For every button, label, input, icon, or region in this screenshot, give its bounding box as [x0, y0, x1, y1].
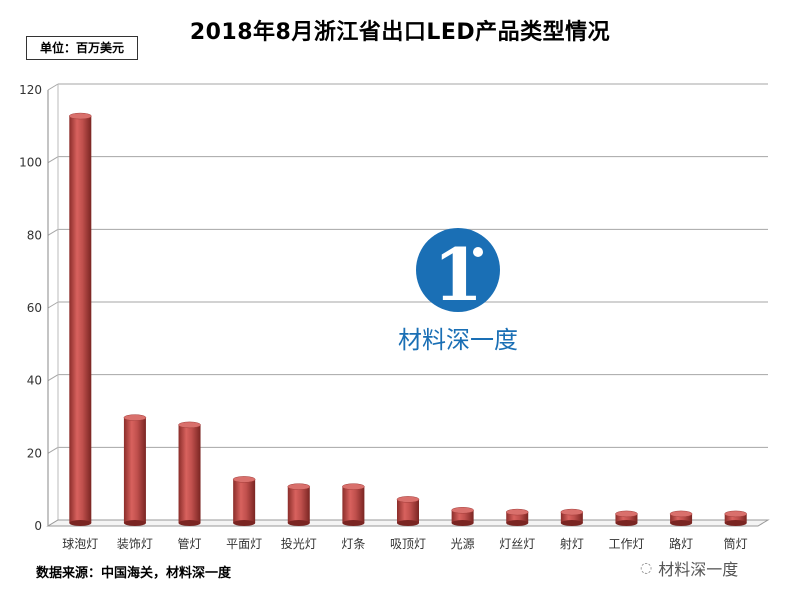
watermark-logo: 1 材料深一度: [398, 228, 518, 354]
bar: [232, 476, 256, 526]
gridline-side: [47, 446, 59, 454]
x-tick-label: 平面灯: [226, 537, 262, 551]
bar-base: [670, 520, 693, 526]
bar-body: [123, 417, 146, 523]
bar: [505, 508, 529, 526]
x-tick-label: 路灯: [669, 536, 693, 551]
bar-top: [123, 414, 147, 421]
bar: [451, 507, 474, 526]
x-tick-labels: 球泡灯 装饰灯 管灯 平面灯 投光灯 灯条 吸顶灯 光源 灯丝灯 射灯 工作灯 路灯 筒灯: [62, 536, 747, 551]
bar-base: [506, 520, 529, 526]
bar-body: [397, 499, 419, 523]
bar-base: [178, 520, 201, 526]
bar: [560, 508, 584, 526]
bar-base: [615, 520, 638, 526]
x-tick-label: 工作灯: [608, 537, 644, 551]
bar-base: [342, 520, 365, 526]
bar-top: [560, 508, 584, 516]
watermark-text: 材料深一度: [398, 326, 518, 354]
bar-body: [69, 116, 92, 524]
gridline-side: [47, 228, 59, 236]
x-tick-label: 球泡灯: [62, 537, 98, 551]
bar-top: [178, 421, 201, 429]
bar: [123, 414, 147, 526]
gridline-side: [47, 374, 59, 382]
data-source: 数据来源：中国海关，材料深一度: [36, 566, 232, 581]
x-tick-label: 灯丝灯: [499, 537, 535, 551]
bar-body: [451, 510, 474, 523]
x-tick-label: 装饰灯: [117, 537, 153, 551]
bar-top: [69, 112, 92, 120]
bar-top: [396, 496, 420, 503]
y-tick-label: 20: [27, 446, 42, 460]
wechat-icon: ◌: [640, 560, 653, 576]
bar-top: [287, 483, 311, 490]
logo-glyph: 1: [433, 232, 483, 317]
bar: [287, 483, 311, 526]
watermark-footer: ◌ 材料深一度: [640, 556, 738, 580]
bar-base: [724, 520, 747, 526]
bar-base: [233, 520, 256, 526]
bar-body: [178, 424, 201, 523]
y-tick-label: 60: [27, 301, 42, 315]
bar-top: [342, 483, 365, 490]
x-tick-label: 灯条: [341, 537, 365, 551]
x-tick-label: 吸顶灯: [390, 537, 426, 551]
gridline-side: [47, 83, 59, 91]
x-tick-label: 管灯: [178, 536, 202, 551]
x-tick-label: 光源: [451, 537, 475, 551]
x-tick-label: 筒灯: [724, 536, 748, 551]
axes: [46, 84, 770, 527]
bar-body: [560, 512, 583, 523]
bar-base: [397, 520, 419, 526]
x-tick-label: 射灯: [560, 536, 584, 551]
bar: [615, 510, 638, 526]
bar-body: [724, 513, 747, 523]
bar-body: [342, 486, 365, 523]
bar-top: [232, 476, 256, 483]
bar-base: [123, 520, 146, 526]
logo-dot: [473, 247, 483, 257]
bar-base: [560, 520, 583, 526]
bar-base: [287, 520, 310, 526]
bar-body: [287, 486, 310, 523]
bar-top: [505, 508, 529, 516]
bar-body: [233, 479, 256, 523]
bar: [178, 421, 201, 526]
bar-top: [615, 510, 638, 518]
y-tick-labels: 0 20 40 60 80 100 120: [19, 83, 42, 533]
bar: [69, 112, 92, 526]
gridline-side: [47, 301, 59, 309]
bar-body: [670, 513, 693, 523]
bar: [669, 510, 693, 526]
y-tick-label: 0: [34, 519, 42, 533]
chart-title: 2018年8月浙江省出口LED产品类型情况: [189, 20, 611, 45]
bar: [724, 510, 747, 526]
y-tick-label: 100: [19, 156, 42, 170]
y-tick-label: 80: [27, 228, 42, 242]
bar-top: [669, 510, 693, 518]
bar-top: [724, 510, 747, 518]
bar-base: [69, 520, 92, 526]
bar: [396, 496, 420, 526]
y-tick-label: 40: [27, 374, 42, 388]
watermark-footer-text: 材料深一度: [658, 560, 739, 579]
bar-base: [451, 520, 474, 526]
y-tick-label: 120: [19, 83, 42, 97]
bar-body: [506, 512, 529, 523]
bar-top: [451, 507, 474, 514]
x-tick-label: 投光灯: [281, 536, 317, 551]
bar: [342, 483, 365, 526]
gridlines: [47, 83, 768, 527]
unit-label: 单位：百万美元: [26, 36, 138, 60]
bar-body: [615, 513, 638, 523]
gridline-side: [47, 156, 59, 164]
bars: [69, 112, 747, 526]
